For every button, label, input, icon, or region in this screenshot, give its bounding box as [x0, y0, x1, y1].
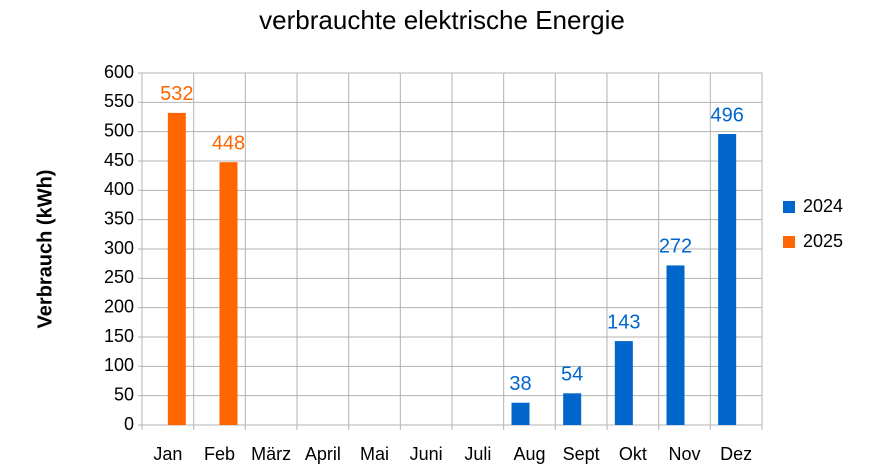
chart-title: verbrauchte elektrische Energie	[259, 5, 625, 35]
x-tick-label: Sept	[563, 444, 600, 464]
data-label: 143	[607, 311, 640, 333]
y-tick-label: 500	[104, 120, 134, 140]
bar	[563, 393, 582, 425]
y-tick-label: 600	[104, 62, 134, 82]
y-tick-label: 50	[114, 384, 134, 404]
x-tick-label: Mai	[360, 444, 389, 464]
y-tick-label: 550	[104, 91, 134, 111]
plot-border	[141, 72, 763, 426]
x-tick-label: Dez	[720, 444, 752, 464]
bar	[614, 341, 633, 425]
bar	[511, 402, 530, 425]
x-tick-label: Juli	[464, 444, 491, 464]
y-tick-label: 200	[104, 296, 134, 316]
bar	[219, 162, 238, 425]
y-tick-label: 300	[104, 238, 134, 258]
y-tick-label: 0	[124, 414, 134, 434]
data-label: 448	[212, 132, 245, 154]
y-tick-label: 150	[104, 326, 134, 346]
x-tick-label: April	[305, 444, 341, 464]
bar	[666, 265, 685, 425]
data-label: 38	[509, 373, 531, 395]
bar	[167, 112, 186, 425]
x-tick-label: März	[251, 444, 291, 464]
y-tick-label: 350	[104, 208, 134, 228]
x-tick-label: Aug	[513, 444, 545, 464]
data-label: 532	[160, 83, 193, 105]
y-tick-label: 250	[104, 267, 134, 287]
data-label: 54	[561, 364, 583, 386]
y-tick-label: 400	[104, 179, 134, 199]
x-tick-label: Okt	[619, 444, 647, 464]
legend-swatch	[783, 236, 795, 248]
data-label: 496	[710, 104, 743, 126]
x-tick-label: Feb	[204, 444, 235, 464]
y-tick-label: 100	[104, 355, 134, 375]
y-axis-label: Verbrauch (kWh)	[34, 170, 56, 329]
x-tick-label: Jan	[153, 444, 182, 464]
y-tick-label: 450	[104, 150, 134, 170]
legend-label: 2024	[803, 196, 843, 216]
x-tick-label: Juni	[410, 444, 443, 464]
x-tick-label: Nov	[668, 444, 700, 464]
bar	[718, 134, 737, 425]
legend-label: 2025	[803, 231, 843, 251]
legend-swatch	[783, 201, 795, 213]
data-label: 272	[659, 236, 692, 258]
